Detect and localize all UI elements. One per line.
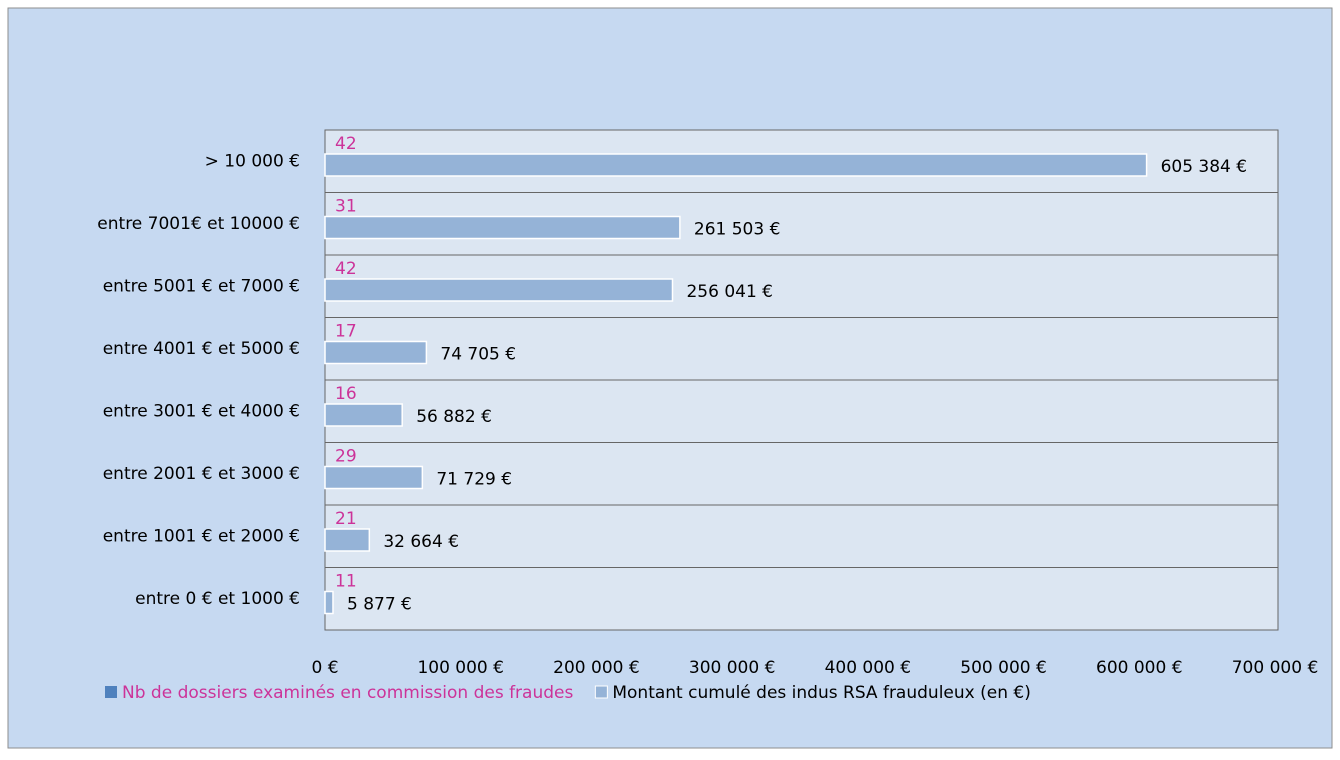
data-label: 21 [335,509,357,529]
bar [325,279,672,301]
bar [325,154,1147,176]
data-label: 256 041 € [686,282,773,302]
bar [325,404,402,426]
legend-label: Montant cumulé des indus RSA frauduleux … [612,683,1030,703]
data-label: 16 [335,384,357,404]
data-label: 29 [335,447,357,467]
y-tick-label: entre 3001 € et 4000 € [103,401,300,421]
legend-swatch [595,686,607,698]
y-tick-label: entre 5001 € et 7000 € [103,276,300,296]
x-tick-label: 600 000 € [1096,658,1183,678]
legend-label: Nb de dossiers examinés en commission de… [122,683,573,703]
y-tick-label: entre 2001 € et 3000 € [103,464,300,484]
data-label: 74 705 € [440,345,516,365]
x-tick-label: 700 000 € [1232,658,1319,678]
x-tick-label: 500 000 € [960,658,1047,678]
x-tick-label: 300 000 € [689,658,776,678]
x-tick-label: 0 € [311,658,338,678]
y-tick-label: entre 4001 € et 5000 € [103,339,300,359]
data-label: 42 [335,259,357,279]
y-tick-label: entre 1001 € et 2000 € [103,526,300,546]
bar [325,342,426,364]
bar [325,467,422,489]
x-tick-label: 400 000 € [825,658,912,678]
y-tick-label: entre 7001€ et 10000 € [97,214,300,234]
data-label: 17 [335,322,357,342]
bar [325,592,333,614]
y-tick-label: entre 0 € et 1000 € [135,589,300,609]
data-label: 71 729 € [436,470,512,490]
data-label: 261 503 € [694,220,781,240]
data-label: 56 882 € [416,407,492,427]
data-label: 11 [335,572,357,592]
data-label: 32 664 € [383,532,459,552]
data-label: 605 384 € [1161,157,1248,177]
data-label: 5 877 € [347,595,412,615]
bar [325,529,369,551]
data-label: 42 [335,134,357,154]
x-tick-label: 200 000 € [553,658,640,678]
legend-swatch [105,686,117,698]
y-tick-label: > 10 000 € [205,151,300,171]
x-tick-label: 100 000 € [417,658,504,678]
data-label: 31 [335,197,357,217]
bar [325,217,680,239]
